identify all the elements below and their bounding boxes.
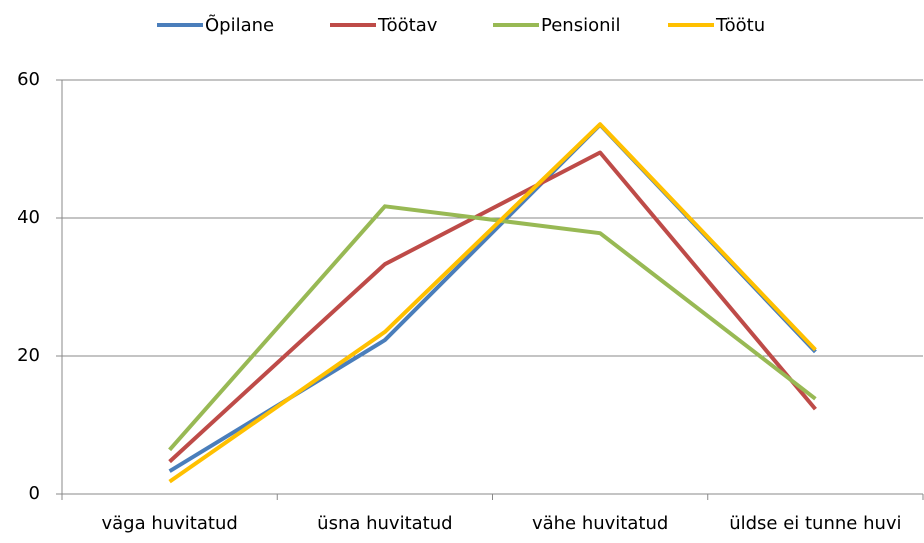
y-tick-label: 20 xyxy=(17,345,40,366)
y-tick-label: 60 xyxy=(17,69,40,90)
legend-label: Pensionil xyxy=(541,15,621,36)
series-line xyxy=(168,204,817,452)
y-tick-label: 40 xyxy=(17,207,40,228)
legend-label: Töötu xyxy=(715,15,765,36)
x-tick-label: üsna huvitatud xyxy=(317,513,452,534)
x-tick-label: vähe huvitatud xyxy=(532,513,668,534)
x-tick-label: üldse ei tunne huvi xyxy=(729,513,901,534)
y-tick-label: 0 xyxy=(29,483,40,504)
series-line xyxy=(168,122,817,484)
legend-label: Töötav xyxy=(377,15,438,36)
series-line xyxy=(168,122,817,473)
series-line xyxy=(168,150,817,464)
x-tick-label: väga huvitatud xyxy=(101,513,237,534)
legend-label: Õpilane xyxy=(205,14,274,36)
